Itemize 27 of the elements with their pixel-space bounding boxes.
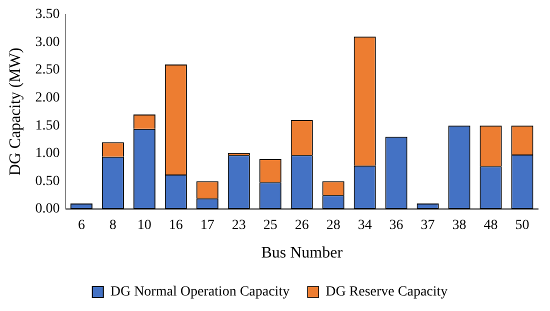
y-axis-title: DG Capacity (MW) [6, 48, 24, 176]
x-tick-label: 34 [358, 218, 372, 234]
x-tick-label: 50 [515, 218, 530, 234]
y-tick-label: 0.00 [35, 202, 60, 217]
y-tick-label: 1.00 [35, 146, 60, 162]
legend-label: DG Normal Operation Capacity [110, 284, 290, 300]
y-tick-label: 0.50 [35, 174, 60, 189]
x-tick-label: 10 [137, 218, 152, 234]
x-tick-label: 26 [294, 218, 309, 234]
x-tick-label: 36 [389, 218, 404, 234]
legend-label: DG Reserve Capacity [326, 284, 448, 300]
x-tick-label: 16 [168, 218, 183, 234]
x-tick-label: 25 [263, 218, 278, 234]
y-tick-label: 2.50 [35, 62, 60, 78]
x-axis-title: Bus Number [261, 244, 344, 262]
y-tick-label: 3.00 [35, 34, 60, 50]
x-tick-label: 37 [420, 218, 435, 234]
x-tick-label: 17 [200, 218, 214, 234]
x-tick-label: 38 [452, 218, 466, 234]
x-tick-label: 48 [484, 218, 498, 234]
y-tick-label: 2.00 [35, 90, 60, 106]
x-tick-label: 6 [78, 218, 85, 234]
y-tick-label: 3.50 [35, 7, 60, 22]
x-tick-label: 23 [232, 218, 246, 234]
x-tick-label: 8 [109, 218, 116, 234]
x-tick-label: 28 [326, 218, 340, 234]
y-tick-label: 1.50 [35, 118, 60, 134]
